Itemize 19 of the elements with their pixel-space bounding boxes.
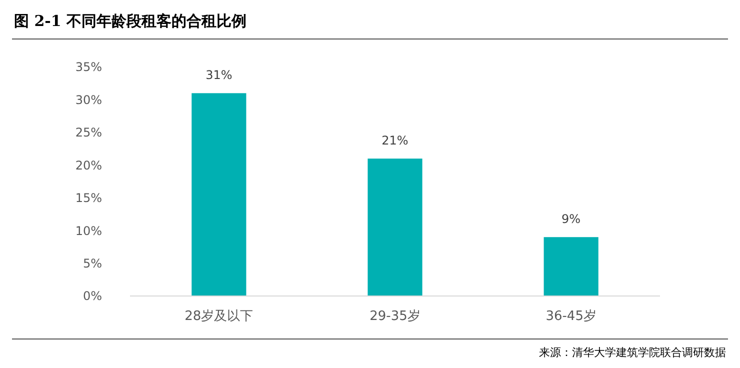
data-label: 9%	[562, 212, 581, 226]
y-tick-label: 15%	[75, 191, 102, 206]
y-tick-label: 25%	[75, 126, 102, 140]
chart-title: 图 2-1 不同年龄段租客的合租比例	[14, 12, 247, 30]
y-tick-label: 20%	[75, 158, 102, 172]
x-tick-label: 28岁及以下	[184, 309, 254, 324]
y-tick-label: 10%	[75, 224, 102, 238]
y-tick-label: 30%	[75, 92, 102, 107]
bar	[192, 93, 246, 296]
y-tick-label: 0%	[82, 289, 102, 304]
data-label: 31%	[206, 68, 232, 82]
bar	[544, 237, 598, 296]
x-tick-label: 36-45岁	[546, 309, 596, 324]
data-label: 21%	[382, 134, 408, 148]
x-tick-label: 29-35岁	[370, 309, 420, 324]
source-note: 来源：清华大学建筑学院联合调研数据	[539, 346, 726, 359]
y-tick-label: 5%	[82, 256, 102, 270]
y-tick-label: 35%	[75, 60, 102, 74]
bar	[368, 158, 422, 296]
